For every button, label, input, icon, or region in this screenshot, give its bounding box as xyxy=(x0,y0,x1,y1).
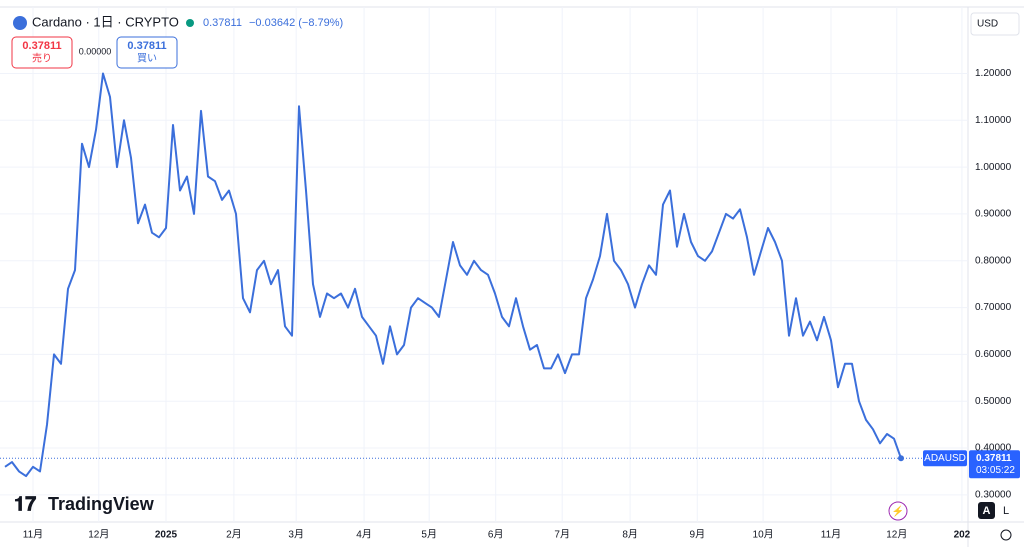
y-tick-label: 0.90000 xyxy=(975,209,1012,220)
auto-button[interactable] xyxy=(978,502,995,519)
header-change: −0.03642 (−8.79%) xyxy=(249,17,343,29)
currency-button[interactable] xyxy=(970,12,1020,36)
y-tick-label: 1.20000 xyxy=(975,68,1012,79)
price-line xyxy=(4,72,902,478)
spread: 0.00000 xyxy=(79,46,112,56)
header-price: 0.37811 xyxy=(203,17,242,29)
event-icon[interactable] xyxy=(888,501,908,521)
symbol[interactable]: Cardano · 1日 · CRYPTO xyxy=(32,14,179,29)
symbol-tag xyxy=(923,450,967,467)
x-tick-label: 12月 xyxy=(886,529,907,541)
coin-icon xyxy=(13,16,27,30)
x-tick-label: 9月 xyxy=(690,529,706,541)
event-icon-glyph: ⚡ xyxy=(892,505,904,518)
logo: TradingView xyxy=(48,494,155,514)
y-tick-label: 0.60000 xyxy=(975,349,1012,360)
x-tick-label: 10月 xyxy=(753,529,774,541)
x-tick-label: 4月 xyxy=(356,529,372,541)
grid xyxy=(0,7,968,522)
x-tick-label: 202 xyxy=(954,530,971,541)
x-tick-label: 2025 xyxy=(155,530,178,541)
price-tag xyxy=(969,450,1020,479)
y-tick-label: 1.10000 xyxy=(975,115,1012,126)
auto-label: A xyxy=(983,505,991,517)
x-tick-label: 5月 xyxy=(421,529,437,541)
x-tick-label: 2月 xyxy=(226,529,242,541)
buy-label: 買い xyxy=(137,53,157,65)
x-tick-label: 7月 xyxy=(554,529,570,541)
sell-price: 0.37811 xyxy=(22,40,61,52)
status-dot xyxy=(186,19,194,27)
y-tick-label: 0.50000 xyxy=(975,396,1012,407)
log-label[interactable]: L xyxy=(1003,505,1009,517)
y-tick-label: 0.80000 xyxy=(975,255,1012,266)
y-tick-label: 0.30000 xyxy=(975,489,1012,500)
x-tick-label: 6月 xyxy=(488,529,504,541)
buy-button[interactable] xyxy=(116,36,178,69)
plot xyxy=(0,72,968,478)
settings-icon[interactable] xyxy=(1000,529,1012,541)
price-tag-countdown: 03:05:22 xyxy=(976,465,1015,476)
x-tick-label: 8月 xyxy=(622,529,638,541)
x-tick-label: 11月 xyxy=(821,529,841,541)
currency: USD xyxy=(977,19,998,30)
y-tick-label: 0.40000 xyxy=(975,443,1012,454)
price-tag-price: 0.37811 xyxy=(976,453,1012,464)
x-tick-label: 11月 xyxy=(23,529,43,541)
symbol-tag-label: ADAUSD xyxy=(924,453,966,464)
logo-mark: 𝟏𝟕 xyxy=(14,493,36,515)
buy-price: 0.37811 xyxy=(127,40,166,52)
x-tick-label: 3月 xyxy=(288,529,304,541)
last-point xyxy=(898,455,905,462)
sell-button[interactable] xyxy=(11,36,73,69)
y-tick-label: 0.70000 xyxy=(975,302,1012,313)
sell-label: 売り xyxy=(32,52,52,65)
y-tick-label: 1.00000 xyxy=(975,162,1012,173)
x-tick-label: 12月 xyxy=(88,529,109,541)
